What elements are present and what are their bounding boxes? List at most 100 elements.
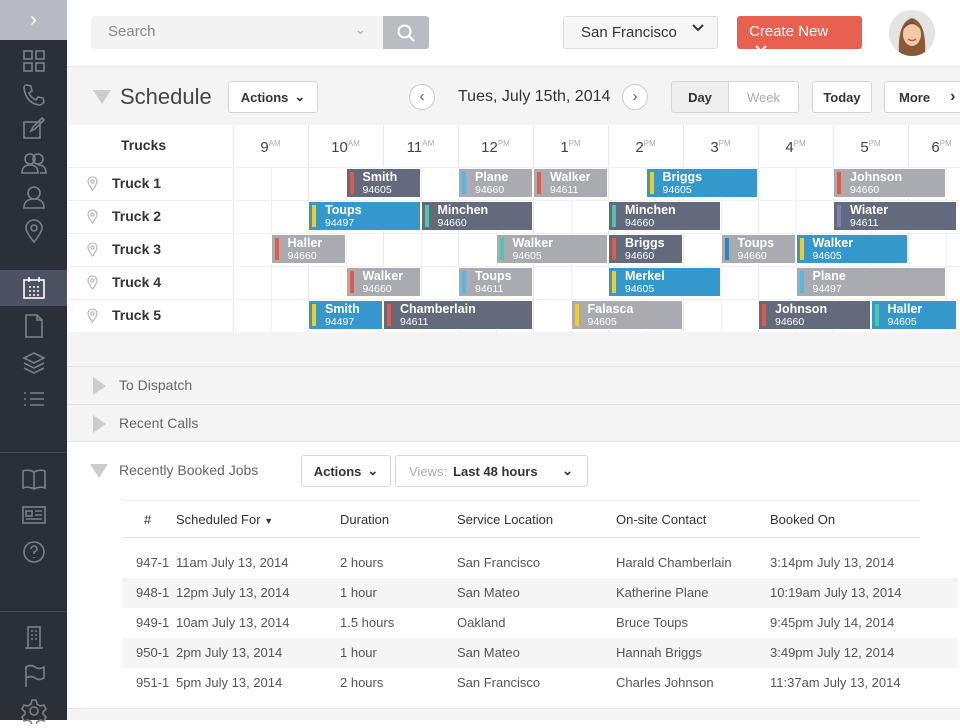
- sidebar-item-calendar[interactable]: [0, 270, 67, 306]
- status-stripe: [799, 238, 804, 260]
- avatar[interactable]: [889, 10, 935, 56]
- sidebar-item-dashboard[interactable]: [0, 44, 67, 78]
- schedule-event[interactable]: Toups 94611: [458, 267, 533, 297]
- sidebar-item-book[interactable]: [0, 462, 67, 496]
- table-row[interactable]: 947-1 11am July 13, 2014 2 hours San Franci…: [122, 538, 958, 578]
- schedule-event[interactable]: Walker 94611: [533, 168, 608, 198]
- chevron-down-icon[interactable]: ⌄: [355, 22, 366, 37]
- schedule-event[interactable]: Toups 94660: [720, 234, 796, 264]
- schedule-event[interactable]: Smith 94497: [308, 300, 383, 330]
- sidebar-item-customers[interactable]: [0, 146, 67, 180]
- table-cell: Oakland: [457, 615, 506, 630]
- table-cell: 5pm July 13, 2014: [176, 675, 283, 690]
- schedule-event[interactable]: Haller 94605: [870, 300, 957, 330]
- truck-label[interactable]: Truck 3: [87, 241, 161, 257]
- chevron-down-icon: [755, 45, 767, 53]
- sidebar-item-notes[interactable]: [0, 112, 67, 146]
- table-cell: 947-1: [136, 555, 170, 571]
- sidebar-item-building[interactable]: [0, 621, 67, 655]
- schedule-event[interactable]: Minchen 94660: [420, 201, 533, 231]
- table-row[interactable]: 950-1 2pm July 13, 2014 1 hour San Mateo Han…: [122, 637, 958, 668]
- hour-label: 1PM: [560, 139, 581, 156]
- sidebar-item-layers[interactable]: [0, 346, 67, 380]
- schedule-event[interactable]: Johnson 94660: [758, 300, 871, 330]
- table-cell: 3:14pm July 13, 2014: [770, 555, 895, 571]
- help-icon: [22, 541, 45, 563]
- event-code: 94605: [625, 283, 655, 295]
- event-code: 94660: [625, 250, 655, 262]
- booked-actions-button[interactable]: Actions ⌄: [301, 455, 391, 487]
- views-select[interactable]: Views: Last 48 hours ⌄: [395, 455, 588, 487]
- sidebar-item-flag[interactable]: [0, 659, 67, 693]
- column-header: Duration: [340, 500, 457, 538]
- event-code: 94660: [362, 283, 392, 295]
- trucks-header: Trucks: [121, 137, 167, 153]
- table-row[interactable]: 948-1 12pm July 13, 2014 1 hour San Mateo Ka…: [122, 577, 958, 608]
- sidebar-item-phone[interactable]: [0, 78, 67, 112]
- recent-calls-section[interactable]: Recent Calls: [67, 404, 960, 442]
- table-cell: 949-1: [136, 615, 170, 630]
- hour-label: 5PM: [860, 139, 881, 156]
- search-input[interactable]: Search: [91, 16, 383, 49]
- status-stripe: [612, 205, 616, 227]
- schedule-event[interactable]: Plane 94660: [458, 168, 533, 198]
- event-name: Johnson: [850, 170, 903, 184]
- schedule-event[interactable]: Walker 94605: [495, 234, 608, 264]
- sidebar-item-location[interactable]: [0, 214, 67, 248]
- event-name: Toups: [475, 269, 512, 283]
- schedule-event[interactable]: Haller 94660: [270, 234, 346, 264]
- schedule-event[interactable]: Wiater 94611: [833, 201, 957, 231]
- search-button[interactable]: [383, 16, 429, 49]
- schedule-event[interactable]: Walker 94660: [345, 267, 421, 297]
- table-row[interactable]: 951-1 5pm July 13, 2014 2 hours San Francis…: [122, 668, 958, 698]
- truck-label[interactable]: Truck 1: [87, 175, 161, 191]
- create-new-button[interactable]: Create New: [737, 16, 862, 53]
- schedule-event[interactable]: Plane 94497: [795, 267, 946, 297]
- truck-label[interactable]: Truck 4: [87, 274, 161, 290]
- view-week-tab[interactable]: Week: [728, 81, 799, 113]
- location-select[interactable]: San Francisco: [563, 16, 718, 49]
- schedule-event[interactable]: Briggs 94605: [645, 168, 758, 198]
- truck-label[interactable]: Truck 5: [87, 307, 161, 323]
- more-button[interactable]: More ›: [884, 81, 960, 113]
- hour-label: 11AM: [406, 139, 435, 156]
- schedule-event[interactable]: Briggs 94660: [608, 234, 683, 264]
- today-button[interactable]: Today: [812, 81, 872, 113]
- schedule-event[interactable]: Minchen 94660: [608, 201, 721, 231]
- schedule-event[interactable]: Falasca 94605: [570, 300, 683, 330]
- phone-icon: [22, 84, 45, 106]
- sidebar-item-document[interactable]: [0, 309, 67, 343]
- sidebar-item-help[interactable]: [0, 535, 67, 569]
- hour-label: 3PM: [710, 139, 731, 156]
- sidebar-item-id-card[interactable]: [0, 498, 67, 532]
- expand-sidebar-button[interactable]: ›: [0, 0, 67, 40]
- truck-label[interactable]: Truck 2: [87, 208, 161, 224]
- collapse-schedule-icon[interactable]: [93, 90, 111, 104]
- hour-label: 10AM: [331, 139, 360, 156]
- to-dispatch-section[interactable]: To Dispatch: [67, 366, 960, 404]
- prev-day-button[interactable]: ‹: [409, 84, 435, 110]
- chevron-down-icon: ⌄: [367, 463, 379, 478]
- sidebar-item-settings[interactable]: [0, 694, 67, 728]
- table-cell: Katherine Plane: [616, 577, 770, 608]
- schedule-event[interactable]: Toups 94497: [308, 201, 421, 231]
- to-dispatch-label: To Dispatch: [119, 377, 193, 393]
- sidebar-item-user[interactable]: [0, 180, 67, 214]
- collapse-booked-icon[interactable]: [90, 464, 108, 478]
- schedule-actions-button[interactable]: Actions ⌄: [228, 81, 318, 113]
- next-day-button[interactable]: ›: [622, 84, 648, 110]
- schedule-event[interactable]: Smith 94605: [345, 168, 421, 198]
- settings-icon: [20, 699, 47, 724]
- status-stripe: [874, 304, 879, 326]
- view-day-tab[interactable]: Day: [671, 81, 729, 113]
- schedule-event[interactable]: Chamberlain 94611: [383, 300, 533, 330]
- schedule-event[interactable]: Johnson 94660: [833, 168, 946, 198]
- schedule-event[interactable]: Walker 94605: [795, 234, 908, 264]
- event-name: Walker: [512, 236, 554, 250]
- table-cell: 2 hours: [340, 555, 384, 571]
- schedule-event[interactable]: Merkel 94605: [608, 267, 721, 297]
- location-icon: [24, 219, 43, 244]
- table-row[interactable]: 949-1 10am July 13, 2014 1.5 hours Oakland B…: [122, 608, 958, 638]
- column-header[interactable]: Scheduled For ▼: [176, 500, 340, 538]
- sidebar-item-list[interactable]: [0, 383, 67, 417]
